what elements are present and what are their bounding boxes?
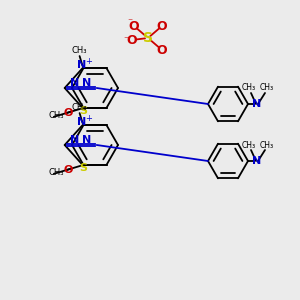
- Text: O: O: [157, 44, 167, 56]
- Text: CH₃: CH₃: [242, 140, 256, 149]
- Text: +: +: [85, 57, 92, 66]
- Text: CH₃: CH₃: [49, 112, 64, 121]
- Text: O: O: [64, 164, 73, 175]
- Text: N: N: [70, 135, 79, 145]
- Text: N: N: [77, 60, 86, 70]
- Text: CH₃: CH₃: [260, 83, 274, 92]
- Text: ⁻: ⁻: [124, 36, 129, 46]
- Text: S: S: [143, 31, 153, 45]
- Text: S: S: [80, 163, 88, 173]
- Text: N: N: [77, 117, 86, 127]
- Text: CH₃: CH₃: [242, 83, 256, 92]
- Text: CH₃: CH₃: [49, 169, 64, 178]
- Text: N: N: [252, 99, 262, 109]
- Text: O: O: [129, 20, 139, 32]
- Text: +: +: [85, 114, 92, 123]
- Text: CH₃: CH₃: [260, 140, 274, 149]
- Text: N: N: [70, 78, 79, 88]
- Text: S: S: [80, 106, 88, 116]
- Text: N: N: [82, 135, 91, 145]
- Text: O: O: [64, 107, 73, 118]
- Text: N: N: [252, 156, 262, 166]
- Text: CH₃: CH₃: [72, 103, 87, 112]
- Text: N: N: [82, 78, 91, 88]
- Text: O: O: [127, 34, 137, 46]
- Text: O: O: [157, 20, 167, 32]
- Text: CH₃: CH₃: [72, 46, 87, 55]
- Text: ⁻: ⁻: [127, 17, 132, 27]
